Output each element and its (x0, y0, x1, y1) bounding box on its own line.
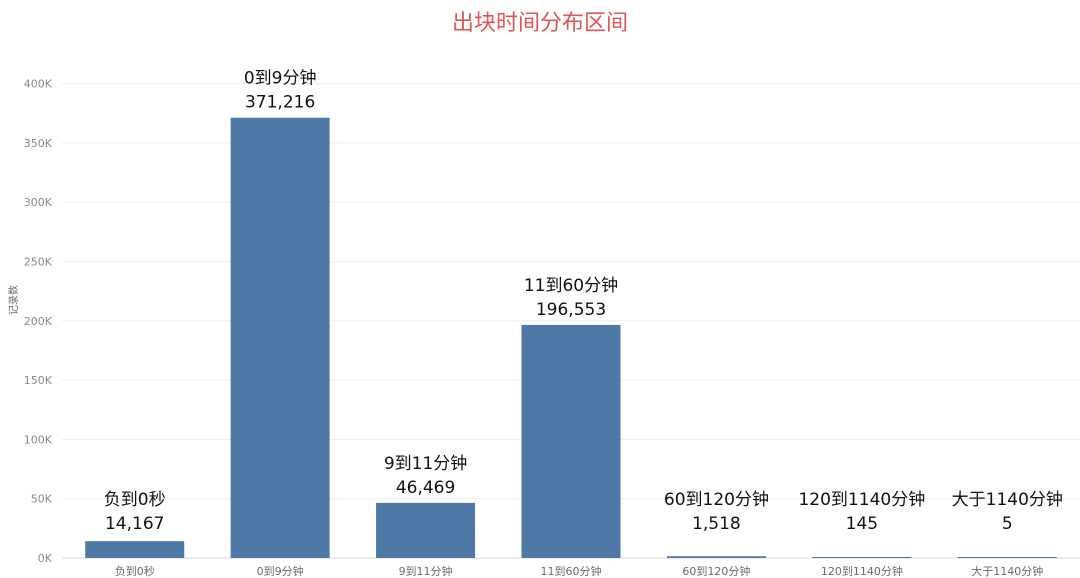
data-label-category: 大于1140分钟 (952, 490, 1063, 510)
x-tick-label: 120到1140分钟 (821, 564, 903, 578)
chart-title: 出块时间分布区间 (452, 11, 628, 36)
y-tick-label: 250K (24, 256, 53, 269)
y-tick-label: 200K (24, 315, 53, 328)
x-tick-label: 大于1140分钟 (971, 564, 1043, 578)
data-label-category: 60到120分钟 (664, 490, 769, 510)
y-tick-label: 300K (24, 196, 53, 209)
data-label-value: 145 (846, 514, 878, 534)
bar (957, 557, 1057, 558)
bar (521, 324, 621, 558)
data-label-value: 5 (1002, 514, 1013, 534)
data-label-value: 14,167 (105, 514, 164, 534)
y-tick-label: 400K (24, 78, 53, 91)
y-tick-label: 150K (24, 374, 53, 387)
x-tick-label: 0到9分钟 (257, 564, 304, 578)
data-label-value: 1,518 (692, 514, 741, 534)
y-axis-ticks: 0K 50K 100K 150K 200K 250K 300K 350K 400K (24, 78, 53, 565)
data-label-category: 0到9分钟 (244, 69, 317, 89)
data-label-category: 120到1140分钟 (798, 490, 925, 510)
y-tick-label: 100K (24, 433, 53, 446)
data-label-value: 46,469 (396, 478, 455, 498)
data-label-category: 11到60分钟 (524, 276, 618, 296)
x-tick-label: 9到11分钟 (399, 564, 453, 578)
y-axis-label: 记录数 (7, 285, 20, 315)
y-tick-label: 0K (38, 552, 53, 565)
bars (85, 117, 1057, 558)
x-axis-ticks: 负到0秒 0到9分钟 9到11分钟 11到60分钟 60到120分钟 120到1140分钟… (115, 564, 1044, 578)
data-label-value: 196,553 (536, 300, 606, 320)
bar (376, 502, 476, 558)
data-label-value: 371,216 (245, 93, 315, 113)
data-labels: 负到0秒 14,167 0到9分钟 371,216 9到11分钟 46,469 11到60分… (104, 69, 1063, 534)
y-tick-label: 350K (24, 137, 53, 150)
x-tick-label: 11到60分钟 (541, 564, 602, 578)
x-tick-label: 60到120分钟 (682, 564, 750, 578)
bar (85, 541, 185, 558)
data-label-category: 9到11分钟 (384, 454, 467, 474)
x-tick-label: 负到0秒 (115, 564, 155, 578)
data-label-category: 负到0秒 (104, 490, 166, 510)
bar (666, 556, 766, 558)
y-tick-label: 50K (31, 493, 53, 506)
bar (230, 117, 330, 558)
bar (812, 557, 912, 558)
